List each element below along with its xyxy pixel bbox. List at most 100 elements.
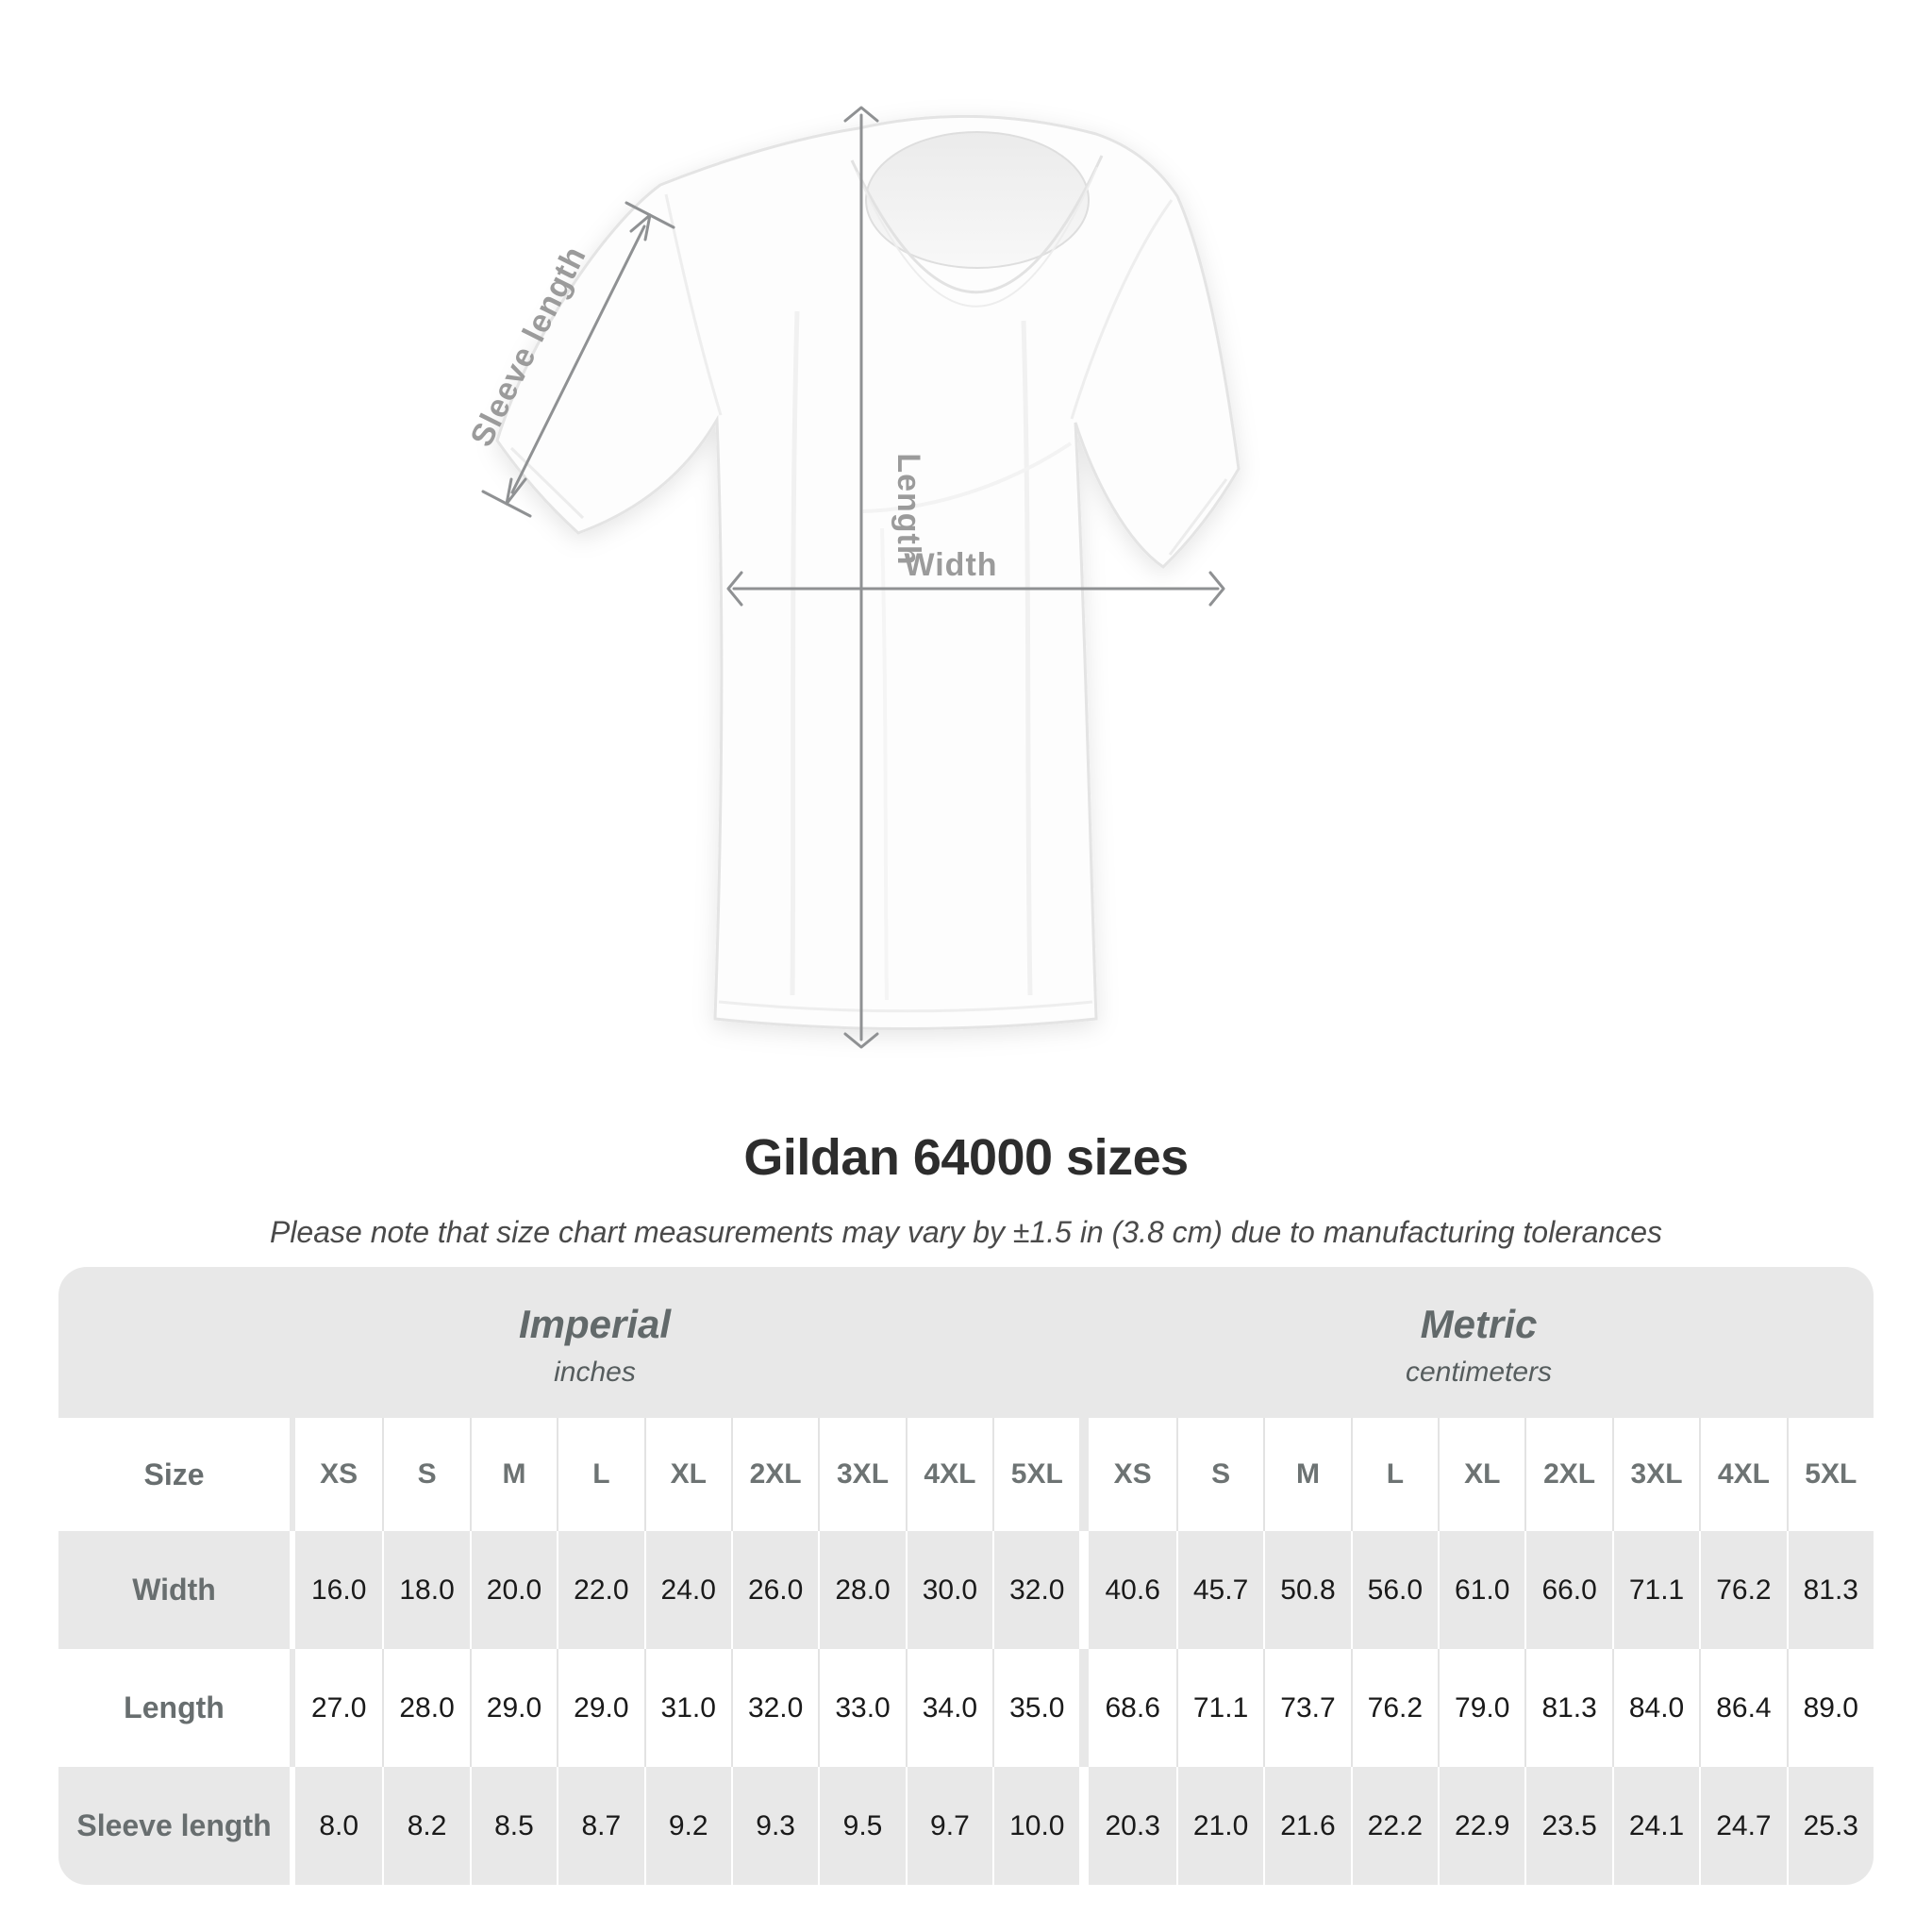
value-cell: 84.0	[1611, 1649, 1699, 1767]
value-cell: 28.0	[818, 1531, 905, 1649]
value-cell: 79.0	[1438, 1649, 1524, 1767]
value-cell: 81.3	[1786, 1531, 1874, 1649]
metric-header: Metric centimeters	[1084, 1267, 1874, 1418]
size-header-cell: S	[382, 1418, 469, 1531]
column-divider	[290, 1649, 295, 1767]
sleeve-length-row: Sleeve length 8.0 8.2 8.5 8.7 9.2 9.3 9.5 9.7 10.…	[58, 1767, 1874, 1885]
left-sleeve-seam	[664, 193, 723, 416]
value-cell: 8.7	[557, 1767, 643, 1885]
value-cell: 9.7	[905, 1767, 992, 1885]
size-header-cell: 4XL	[1699, 1418, 1786, 1531]
value-cell: 8.5	[469, 1767, 557, 1885]
value-cell: 50.8	[1263, 1531, 1350, 1649]
size-header-cell: M	[469, 1418, 557, 1531]
value-cell: 9.3	[730, 1767, 818, 1885]
value-cell: 26.0	[730, 1531, 818, 1649]
value-cell: 56.0	[1350, 1531, 1438, 1649]
value-cell: 22.2	[1350, 1767, 1438, 1885]
imperial-title: Imperial	[518, 1302, 672, 1346]
value-cell: 32.0	[992, 1531, 1079, 1649]
collar-stitch	[856, 166, 1098, 308]
value-cell: 21.6	[1263, 1767, 1350, 1885]
value-cell: 21.0	[1175, 1767, 1263, 1885]
value-cell: 10.0	[992, 1767, 1079, 1885]
column-divider	[290, 1418, 295, 1531]
size-header-cell: L	[557, 1418, 643, 1531]
value-cell: 18.0	[382, 1531, 469, 1649]
value-cell: 8.0	[319, 1809, 359, 1841]
value-cell: 76.2	[1699, 1531, 1786, 1649]
value-cell: 9.5	[818, 1767, 905, 1885]
tolerance-note: Please note that size chart measurements…	[269, 1215, 1663, 1249]
size-column-title: Size	[143, 1457, 205, 1491]
crease	[790, 310, 800, 996]
value-cell: 20.3	[1105, 1809, 1160, 1841]
value-cell: 28.0	[382, 1649, 469, 1767]
value-cell: 9.2	[643, 1767, 731, 1885]
value-cell: 16.0	[310, 1574, 367, 1606]
row-label: Width	[132, 1573, 216, 1607]
value-cell: 27.0	[310, 1691, 367, 1724]
value-cell: 25.3	[1786, 1767, 1874, 1885]
size-header-cell: 2XL	[730, 1418, 818, 1531]
value-cell: 35.0	[992, 1649, 1079, 1767]
size-header-cell: M	[1263, 1418, 1350, 1531]
value-cell: 40.6	[1105, 1574, 1160, 1606]
size-header-row: Size XS S M L XL 2XL 3XL 4XL 5XL XS S M L XL 2XL 3XL 4XL 5…	[58, 1418, 1874, 1531]
imperial-header: Imperial inches	[58, 1267, 1084, 1418]
size-header-cell: 3XL	[1611, 1418, 1699, 1531]
size-header-cell: 3XL	[818, 1418, 905, 1531]
width-dimension: Width	[726, 547, 1225, 607]
crease	[1021, 320, 1033, 996]
tshirt-graphic	[495, 114, 1241, 1030]
crease	[862, 441, 1073, 513]
value-cell: 73.7	[1263, 1649, 1350, 1767]
size-header-cell: XL	[643, 1418, 731, 1531]
value-cell: 71.1	[1175, 1649, 1263, 1767]
length-dimension: Length	[843, 106, 926, 1049]
value-cell: 89.0	[1786, 1649, 1874, 1767]
tshirt-body	[495, 114, 1241, 1030]
collar-band-seam	[850, 155, 1104, 294]
value-cell: 34.0	[905, 1649, 992, 1767]
size-header-cell: 5XL	[1786, 1418, 1874, 1531]
tshirt-measurement-diagram: Length Width Sleeve length	[463, 106, 1241, 1049]
value-cell: 30.0	[905, 1531, 992, 1649]
row-label: Sleeve length	[76, 1808, 272, 1842]
size-table: Imperial inches Metric centimeters Size X…	[58, 1267, 1874, 1885]
value-cell: 20.0	[469, 1531, 557, 1649]
left-cuff-stitch	[509, 446, 585, 520]
width-row: Width 16.0 18.0 20.0 22.0 24.0 26.0 28.0 30.0 32.…	[58, 1531, 1874, 1649]
size-header-cell: XL	[1438, 1418, 1524, 1531]
value-cell: 29.0	[557, 1649, 643, 1767]
value-cell: 81.3	[1524, 1649, 1611, 1767]
value-cell: 61.0	[1438, 1531, 1524, 1649]
size-header-cell: L	[1350, 1418, 1438, 1531]
size-header-cell: XS	[1113, 1458, 1152, 1490]
value-cell: 68.6	[1105, 1691, 1160, 1724]
value-cell: 8.2	[382, 1767, 469, 1885]
column-divider	[290, 1767, 295, 1885]
length-label: Length	[891, 453, 926, 565]
metric-units: centimeters	[1405, 1357, 1553, 1388]
group-divider	[1079, 1418, 1090, 1531]
unit-header-row: Imperial inches Metric centimeters	[58, 1267, 1874, 1418]
size-header-cell: S	[1175, 1418, 1263, 1531]
value-cell: 24.0	[643, 1531, 731, 1649]
value-cell: 86.4	[1699, 1649, 1786, 1767]
crease	[880, 527, 889, 1001]
imperial-units: inches	[554, 1357, 636, 1388]
value-cell: 24.7	[1699, 1767, 1786, 1885]
value-cell: 66.0	[1524, 1531, 1611, 1649]
metric-title: Metric	[1420, 1302, 1538, 1346]
row-label: Length	[124, 1690, 225, 1724]
value-cell: 29.0	[469, 1649, 557, 1767]
right-sleeve-seam	[1070, 199, 1174, 420]
size-header-cell: XS	[320, 1458, 358, 1490]
size-header-cell: 4XL	[905, 1418, 992, 1531]
collar-opening	[865, 131, 1090, 269]
value-cell: 22.0	[557, 1531, 643, 1649]
value-cell: 33.0	[818, 1649, 905, 1767]
length-row: Length 27.0 28.0 29.0 29.0 31.0 32.0 33.0 34.0 35…	[58, 1649, 1874, 1767]
page-title: Gildan 64000 sizes	[743, 1129, 1189, 1186]
